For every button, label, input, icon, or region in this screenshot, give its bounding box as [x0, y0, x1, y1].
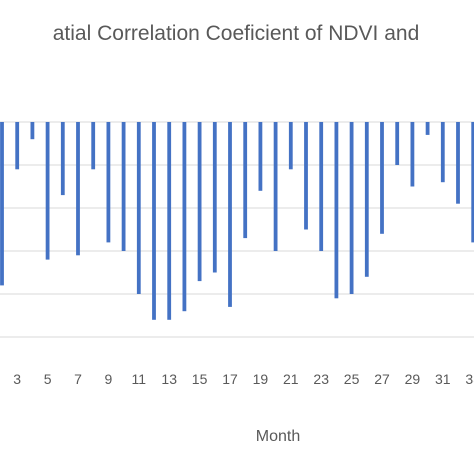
x-tick-labels: 357911131517192123252729313335 [13, 371, 474, 387]
bar-month-22 [304, 122, 308, 230]
bar-month-6 [60, 122, 65, 196]
bar-month-25 [349, 122, 354, 294]
bar-month-31 [440, 122, 445, 183]
x-tick-label: 7 [74, 371, 82, 387]
bar-month-18 [243, 122, 248, 239]
bar-month-20 [273, 122, 278, 251]
x-tick-label: 17 [222, 371, 238, 387]
bar-month-26 [364, 122, 369, 277]
bar-month-29 [410, 122, 415, 187]
bar-month-2 [0, 122, 4, 286]
bar-month-8 [91, 122, 96, 170]
bar-month-17 [228, 122, 232, 307]
bar-month-32 [456, 122, 460, 204]
x-tick-label: 9 [105, 371, 113, 387]
bar-month-4 [30, 122, 35, 140]
x-tick-label: 27 [374, 371, 390, 387]
x-tick-label: 15 [192, 371, 208, 387]
bar-month-9 [106, 122, 111, 243]
gridlines [0, 121, 474, 338]
x-tick-label: 25 [344, 371, 360, 387]
bar-month-30 [425, 122, 430, 135]
x-tick-label: 23 [313, 371, 329, 387]
bar-month-5 [45, 122, 50, 260]
bar-month-11 [136, 122, 141, 294]
bar-month-28 [395, 122, 400, 165]
bar-month-16 [212, 122, 217, 273]
bar-month-3 [15, 122, 20, 170]
x-axis-title: Month [256, 428, 300, 445]
x-tick-label: 29 [405, 371, 421, 387]
bar-month-12 [152, 122, 156, 320]
bars [0, 122, 474, 320]
bar-month-13 [167, 122, 172, 320]
x-tick-label: 3 [13, 371, 21, 387]
x-tick-label: 11 [132, 371, 147, 387]
x-tick-label: 13 [161, 371, 177, 387]
x-tick-label: 21 [283, 371, 299, 387]
bar-month-15 [197, 122, 202, 282]
bar-month-10 [121, 122, 126, 251]
bar-month-19 [258, 122, 263, 191]
bar-month-14 [182, 122, 187, 312]
bar-month-21 [288, 122, 293, 170]
x-tick-label: 19 [253, 371, 269, 387]
bar-month-7 [76, 122, 80, 256]
x-tick-label: 33 [465, 371, 474, 387]
x-tick-label: 31 [435, 371, 451, 387]
chart-title: atial Correlation Coeficient of NDVI and [52, 22, 420, 45]
bar-month-24 [334, 122, 339, 299]
bar-month-27 [380, 122, 384, 234]
x-tick-label: 5 [44, 371, 52, 387]
bar-month-23 [319, 122, 324, 251]
bar-month-33 [471, 122, 474, 243]
